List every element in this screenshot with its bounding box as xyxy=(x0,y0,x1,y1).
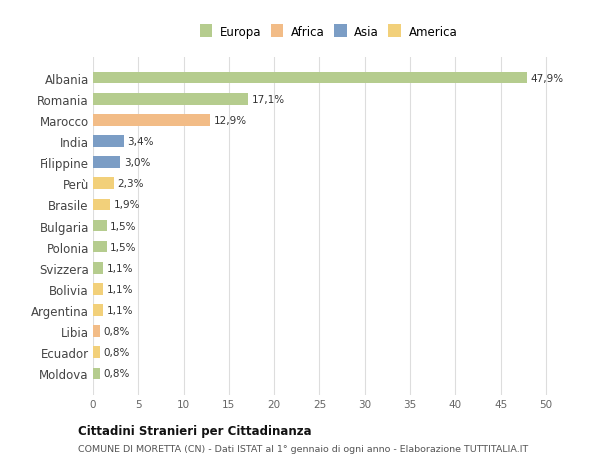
Bar xyxy=(93,220,107,232)
Text: 1,9%: 1,9% xyxy=(114,200,140,210)
Text: 0,8%: 0,8% xyxy=(104,369,130,379)
Text: 17,1%: 17,1% xyxy=(251,95,284,105)
Text: 47,9%: 47,9% xyxy=(530,73,563,84)
Text: 1,1%: 1,1% xyxy=(107,263,133,273)
Bar xyxy=(93,136,124,147)
Bar xyxy=(93,73,527,84)
Text: 0,8%: 0,8% xyxy=(104,326,130,336)
Text: 2,3%: 2,3% xyxy=(118,179,144,189)
Bar xyxy=(93,368,100,380)
Text: 1,1%: 1,1% xyxy=(107,284,133,294)
Text: COMUNE DI MORETTA (CN) - Dati ISTAT al 1° gennaio di ogni anno - Elaborazione TU: COMUNE DI MORETTA (CN) - Dati ISTAT al 1… xyxy=(78,444,528,453)
Bar xyxy=(93,178,114,190)
Bar xyxy=(93,241,107,253)
Bar xyxy=(93,115,210,127)
Bar xyxy=(93,94,248,106)
Text: Cittadini Stranieri per Cittadinanza: Cittadini Stranieri per Cittadinanza xyxy=(78,424,311,437)
Text: 0,8%: 0,8% xyxy=(104,347,130,358)
Text: 12,9%: 12,9% xyxy=(214,116,247,126)
Bar xyxy=(93,325,100,337)
Bar xyxy=(93,199,110,211)
Bar xyxy=(93,263,103,274)
Bar xyxy=(93,347,100,358)
Text: 3,0%: 3,0% xyxy=(124,158,150,168)
Text: 3,4%: 3,4% xyxy=(127,137,154,147)
Legend: Europa, Africa, Asia, America: Europa, Africa, Asia, America xyxy=(200,26,457,39)
Bar xyxy=(93,157,120,168)
Text: 1,5%: 1,5% xyxy=(110,221,137,231)
Bar xyxy=(93,305,103,316)
Bar xyxy=(93,284,103,295)
Text: 1,5%: 1,5% xyxy=(110,242,137,252)
Text: 1,1%: 1,1% xyxy=(107,305,133,315)
